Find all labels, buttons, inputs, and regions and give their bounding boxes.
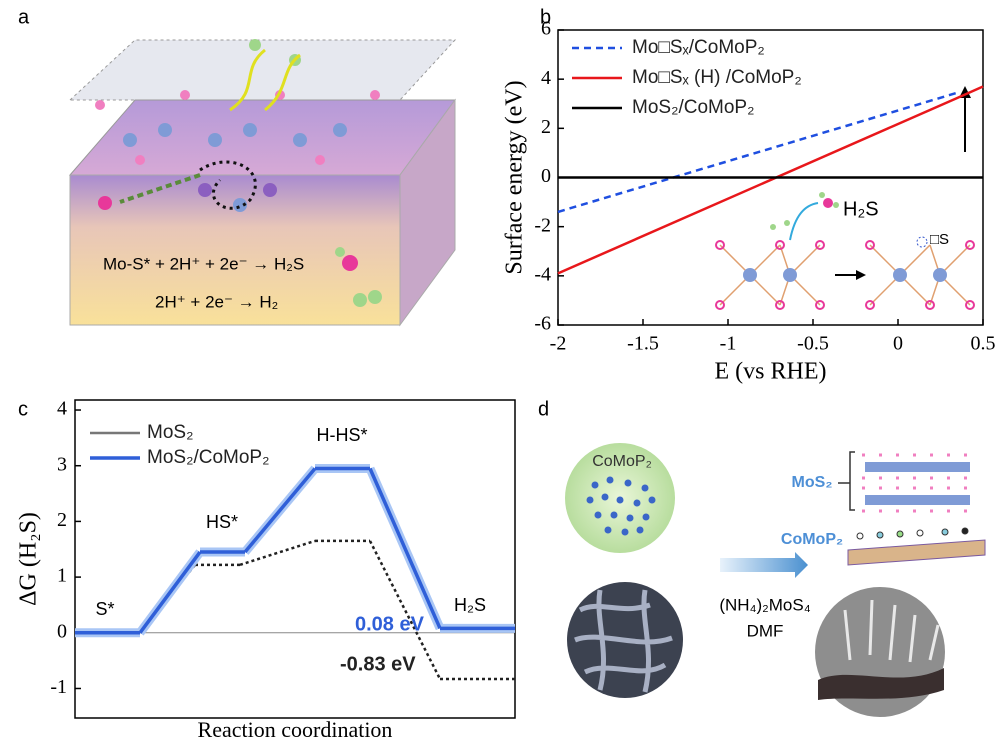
series xyxy=(75,469,515,633)
legend-label: Mo□Sₓ/CoMoP₂ xyxy=(632,37,765,58)
layer-label: CoMoP₂ xyxy=(781,531,843,548)
legend-label: MoS₂/CoMoP₂ xyxy=(632,97,754,118)
x-axis-label: Reaction coordination xyxy=(198,717,393,740)
y-tick-label: 3 xyxy=(57,453,67,475)
process-arrow xyxy=(720,552,808,578)
x-tick-label: -1 xyxy=(720,333,737,355)
connector xyxy=(370,469,440,629)
x-tick-label: -2 xyxy=(550,333,567,355)
series-line xyxy=(558,93,958,212)
y-tick-label: 0 xyxy=(57,620,67,642)
stage-label: H₂S xyxy=(454,595,486,615)
x-tick-label: 0 xyxy=(893,333,903,355)
substrate xyxy=(848,540,985,565)
y-tick-label: 2 xyxy=(541,116,551,138)
y-tick-label: 6 xyxy=(541,18,551,40)
panel-label: d xyxy=(538,398,549,420)
panel-label: c xyxy=(18,398,28,420)
y-tick-label: -4 xyxy=(534,263,551,285)
annotation: □S xyxy=(930,231,949,248)
x-axis-label: E (vs RHE) xyxy=(715,359,827,385)
y-tick-label: 4 xyxy=(57,398,67,420)
panel-a: a Mo-S* + 2H⁺ + 2e⁻ → H₂S 2H⁺ + 2e⁻ → H₂ xyxy=(18,6,455,325)
y-tick-label: -6 xyxy=(534,313,551,335)
solvent: DMF xyxy=(747,621,784,640)
stage-label: S* xyxy=(95,599,114,619)
precursor: CoMoP₂ xyxy=(592,453,652,470)
mos2-layers xyxy=(862,455,972,511)
y-tick-label: 2 xyxy=(57,509,67,531)
y-tick-label: -1 xyxy=(50,676,67,698)
release-arrow xyxy=(790,203,818,240)
connector xyxy=(245,469,315,553)
legend-label: MoS₂ xyxy=(147,422,193,443)
annotation: H₂S xyxy=(843,198,879,220)
panel-d: d CoMoP₂ (NH₄)₂MoS₄ DMF MoS₂ CoMoP₂ xyxy=(538,398,985,717)
equation: 2H⁺ + 2e⁻ → H₂ xyxy=(155,292,278,311)
value-label: 0.08 eV xyxy=(355,613,425,635)
y-tick-label: 0 xyxy=(541,165,551,187)
y-tick-label: 4 xyxy=(541,67,551,89)
x-tick-label: -1.5 xyxy=(627,333,659,355)
legend-label: MoS₂/CoMoP₂ xyxy=(147,447,269,468)
substrate-dots xyxy=(857,528,968,539)
x-tick-label: 0.5 xyxy=(971,333,996,355)
series xyxy=(75,541,515,679)
x-tick-label: -0.5 xyxy=(797,333,829,355)
value-label: -0.83 eV xyxy=(340,653,416,675)
connector xyxy=(140,552,200,633)
y-tick-label: -2 xyxy=(534,214,551,236)
y-axis-label: Surface energy (eV) xyxy=(502,80,528,274)
upper-box xyxy=(70,40,455,100)
reagent: (NH₄)₂MoS₄ xyxy=(719,595,810,614)
panel-label: a xyxy=(18,6,30,28)
legend-label: Mo□Sₓ (H) /CoMoP₂ xyxy=(632,67,802,88)
equation: Mo-S* + 2H⁺ + 2e⁻ → H₂S xyxy=(103,254,304,273)
bracket xyxy=(838,452,855,510)
series-line xyxy=(558,87,983,274)
stage-label: HS* xyxy=(206,512,238,532)
stage-label: H-HS* xyxy=(316,425,367,445)
y-tick-label: 1 xyxy=(57,565,67,587)
figure: a Mo-S* + 2H⁺ + 2e⁻ → H₂S 2H⁺ + 2e⁻ → H₂ xyxy=(0,0,1006,740)
arrowhead xyxy=(856,270,866,280)
y-axis-label: ΔG (H₂S) xyxy=(16,512,42,606)
layer-label: MoS₂ xyxy=(792,474,833,491)
plot-frame xyxy=(75,400,515,718)
